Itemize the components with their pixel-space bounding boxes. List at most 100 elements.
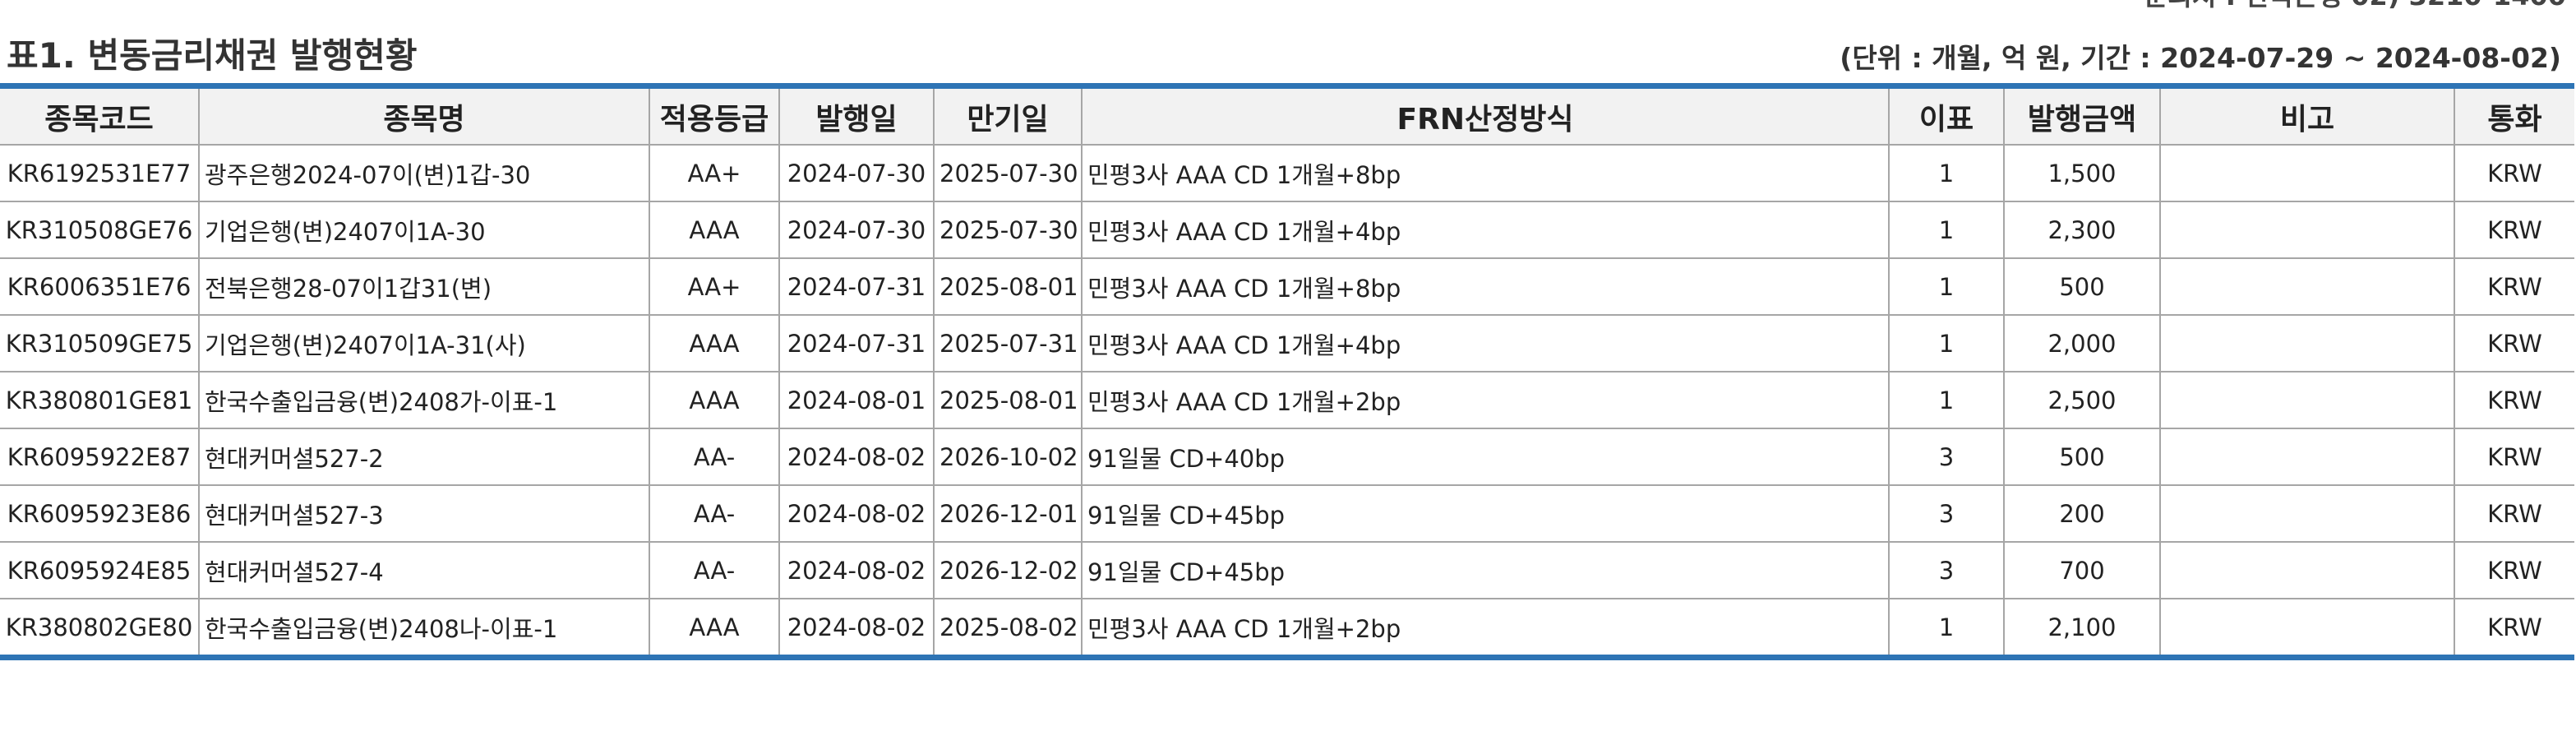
col-header-frn-method: FRN산정방식 <box>1081 89 1889 146</box>
table-row: KR6095924E85 현대커머셜527-4 AA- 2024-08-02 2… <box>0 542 2574 599</box>
table-row: KR6192531E77 광주은행2024-07이(변)1갑-30 AA+ 20… <box>0 145 2574 202</box>
cell-issue-date: 2024-07-30 <box>778 145 934 202</box>
cell-frn-method: 민평3사 AAA CD 1개월+4bp <box>1081 201 1889 259</box>
cell-frn-method: 민평3사 AAA CD 1개월+2bp <box>1081 372 1889 429</box>
cell-frn-method: 민평3사 AAA CD 1개월+2bp <box>1081 599 1889 655</box>
cell-issue-date: 2024-07-31 <box>778 258 934 316</box>
cell-remarks <box>2159 258 2454 316</box>
cell-name: 현대커머셜527-4 <box>198 542 649 599</box>
table-row: KR380802GE80 한국수출입금융(변)2408나-이표-1 AAA 20… <box>0 599 2574 655</box>
cell-code: KR6095923E86 <box>0 485 199 543</box>
cell-issue-date: 2024-07-31 <box>778 315 934 372</box>
col-header-currency: 통화 <box>2454 89 2574 146</box>
cell-coupon: 1 <box>1888 599 2004 655</box>
cell-coupon: 3 <box>1888 428 2004 486</box>
cell-currency: KRW <box>2454 201 2574 259</box>
cell-code: KR380801GE81 <box>0 372 199 429</box>
cell-maturity-date: 2025-08-02 <box>933 599 1082 655</box>
cell-amount: 2,100 <box>2003 599 2160 655</box>
cell-remarks <box>2159 372 2454 429</box>
cell-issue-date: 2024-08-02 <box>778 599 934 655</box>
cell-coupon: 1 <box>1888 315 2004 372</box>
col-header-code: 종목코드 <box>0 89 199 146</box>
frn-issuance-table: 종목코드 종목명 적용등급 발행일 만기일 FRN산정방식 이표 발행금액 비고… <box>0 89 2574 655</box>
cell-remarks <box>2159 201 2454 259</box>
cell-maturity-date: 2025-07-31 <box>933 315 1082 372</box>
cell-maturity-date: 2025-07-30 <box>933 145 1082 202</box>
cell-code: KR310508GE76 <box>0 201 199 259</box>
cell-currency: KRW <box>2454 145 2574 202</box>
cell-coupon: 1 <box>1888 201 2004 259</box>
cell-amount: 2,300 <box>2003 201 2160 259</box>
cell-maturity-date: 2025-08-01 <box>933 258 1082 316</box>
cell-name: 기업은행(변)2407이1A-31(사) <box>198 315 649 372</box>
col-header-name: 종목명 <box>198 89 649 146</box>
cell-currency: KRW <box>2454 372 2574 429</box>
cell-currency: KRW <box>2454 258 2574 316</box>
cell-remarks <box>2159 428 2454 486</box>
cell-amount: 1,500 <box>2003 145 2160 202</box>
cell-coupon: 1 <box>1888 258 2004 316</box>
cell-frn-method: 민평3사 AAA CD 1개월+8bp <box>1081 145 1889 202</box>
table-row: KR6095922E87 현대커머셜527-2 AA- 2024-08-02 2… <box>0 428 2574 486</box>
cell-maturity-date: 2025-08-01 <box>933 372 1082 429</box>
cell-grade: AA- <box>649 428 779 486</box>
cell-grade: AA+ <box>649 258 779 316</box>
cell-coupon: 1 <box>1888 145 2004 202</box>
cell-amount: 2,500 <box>2003 372 2160 429</box>
col-header-coupon: 이표 <box>1888 89 2004 146</box>
col-header-maturity-date: 만기일 <box>933 89 1082 146</box>
cell-issue-date: 2024-08-02 <box>778 428 934 486</box>
cell-maturity-date: 2026-12-01 <box>933 485 1082 543</box>
cell-frn-method: 91일물 CD+45bp <box>1081 542 1889 599</box>
col-header-grade: 적용등급 <box>649 89 779 146</box>
cell-code: KR6006351E76 <box>0 258 199 316</box>
cell-code: KR380802GE80 <box>5 613 193 641</box>
cell-issue-date: 2024-07-30 <box>778 201 934 259</box>
table-row: KR6006351E76 전북은행28-07이1갑31(변) AA+ 2024-… <box>0 258 2574 316</box>
cell-amount: 500 <box>2003 428 2160 486</box>
unit-note: (단위 : 개월, 억 원, 기간 : 2024-07-29 ~ 2024-08… <box>1840 42 2561 74</box>
cell-coupon: 3 <box>1888 485 2004 543</box>
cell-name: 현대커머셜527-3 <box>198 485 649 543</box>
cell-name: 한국수출입금융(변)2408가-이표-1 <box>198 372 649 429</box>
cell-grade: AAA <box>649 372 779 429</box>
cell-amount: 700 <box>2003 542 2160 599</box>
contact-info: 문의처 : 한국은행 02) 3210-1400 <box>2144 0 2566 13</box>
table-row: KR310509GE75 기업은행(변)2407이1A-31(사) AAA 20… <box>0 315 2574 372</box>
cell-remarks <box>2159 145 2454 202</box>
cell-remarks <box>2159 315 2454 372</box>
cell-currency: KRW <box>2454 542 2574 599</box>
cell-grade: AAA <box>649 599 779 655</box>
col-header-issue-date: 발행일 <box>778 89 934 146</box>
cell-remarks <box>2159 542 2454 599</box>
cell-code: KR6095922E87 <box>0 428 199 486</box>
cell-code: KR310509GE75 <box>0 315 199 372</box>
cell-maturity-date: 2026-12-02 <box>933 542 1082 599</box>
cell-coupon: 1 <box>1888 372 2004 429</box>
table-row: KR380801GE81 한국수출입금융(변)2408가-이표-1 AAA 20… <box>0 372 2574 429</box>
table-header-row: 종목코드 종목명 적용등급 발행일 만기일 FRN산정방식 이표 발행금액 비고… <box>0 89 2574 146</box>
table-row: KR310508GE76 기업은행(변)2407이1A-30 AAA 2024-… <box>0 201 2574 259</box>
table-title: 표1. 변동금리채권 발행현황 <box>7 35 418 76</box>
cell-name: 한국수출입금융(변)2408나-이표-1 <box>198 599 649 655</box>
cell-frn-method: 91일물 CD+40bp <box>1081 428 1889 486</box>
cell-currency: KRW <box>2454 428 2574 486</box>
cell-maturity-date: 2025-07-30 <box>933 201 1082 259</box>
cell-grade: AA- <box>649 485 779 543</box>
cell-amount: 200 <box>2003 485 2160 543</box>
cell-amount: 2,000 <box>2003 315 2160 372</box>
cell-remarks <box>2159 599 2454 655</box>
cell-issue-date: 2024-08-02 <box>778 485 934 543</box>
cell-remarks <box>2159 485 2454 543</box>
cell-amount: 500 <box>2003 258 2160 316</box>
cell-frn-method: 민평3사 AAA CD 1개월+4bp <box>1081 315 1889 372</box>
cell-issue-date: 2024-08-01 <box>778 372 934 429</box>
cell-grade: AAA <box>649 201 779 259</box>
cell-name: 현대커머셜527-2 <box>198 428 649 486</box>
cell-grade: AAA <box>649 315 779 372</box>
cell-code: KR6192531E77 <box>0 145 199 202</box>
cell-name: 광주은행2024-07이(변)1갑-30 <box>198 145 649 202</box>
cell-currency: KRW <box>2454 599 2574 655</box>
table-row: KR6095923E86 현대커머셜527-3 AA- 2024-08-02 2… <box>0 485 2574 543</box>
